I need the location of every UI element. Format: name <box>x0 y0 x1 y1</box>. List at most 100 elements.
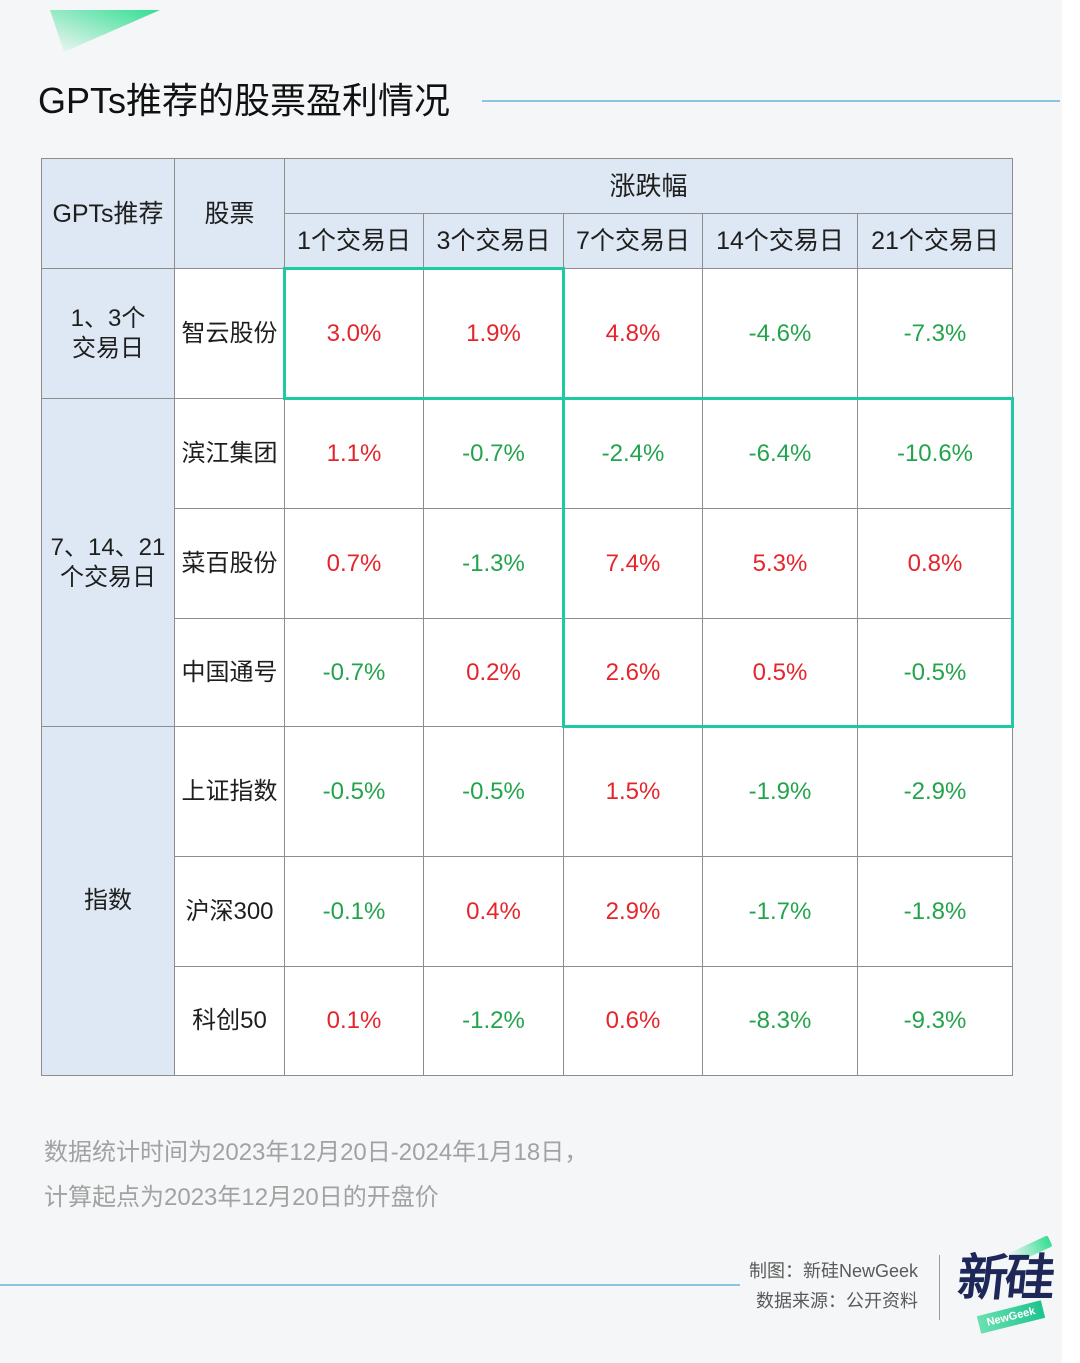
change-value: -7.3% <box>903 319 967 347</box>
stock-name-cell: 科创50 <box>175 967 284 1075</box>
change-value-cell: -2.4% <box>564 399 702 508</box>
change-value: -2.9% <box>903 777 967 805</box>
change-value: 4.8% <box>605 319 661 347</box>
header-stock: 股票 <box>175 159 284 268</box>
group-label-line: 交易日 <box>72 334 144 362</box>
change-value-cell: 0.1% <box>285 967 423 1075</box>
stock-name: 菜百股份 <box>181 549 278 577</box>
change-value: 3.0% <box>326 319 382 347</box>
change-value-cell: -10.6% <box>858 399 1012 508</box>
change-value-cell: 5.3% <box>703 509 857 618</box>
change-value-cell: -9.3% <box>858 967 1012 1075</box>
stock-name-cell: 滨江集团 <box>175 399 284 508</box>
note-line: 数据统计时间为2023年12月20日-2024年1月18日， <box>44 1139 589 1166</box>
change-value-cell: 0.4% <box>424 857 563 966</box>
accent-triangle <box>50 10 160 52</box>
change-value: 0.5% <box>752 658 808 686</box>
group-label-cell: 7、14、21 个交易日 <box>42 399 174 726</box>
header-stock-label: 股票 <box>204 199 255 228</box>
period-label: 3个交易日 <box>436 227 551 255</box>
change-value-cell: -2.9% <box>858 727 1012 856</box>
change-value-cell: 0.5% <box>703 619 857 726</box>
change-value-cell: -7.3% <box>858 269 1012 398</box>
period-label: 14个交易日 <box>716 227 844 255</box>
header-period-21d: 21个交易日 <box>858 214 1012 268</box>
stock-name: 中国通号 <box>181 658 278 686</box>
change-value: 1.9% <box>466 319 521 347</box>
stock-name-cell: 中国通号 <box>175 619 284 726</box>
group-label-line: 指数 <box>84 887 132 914</box>
change-value-cell: 0.6% <box>564 967 702 1075</box>
change-value: 0.6% <box>605 1007 661 1034</box>
change-value: -1.2% <box>462 1007 525 1034</box>
change-value: -0.5% <box>903 658 967 686</box>
logo-wordmark: 新硅 <box>955 1250 1055 1306</box>
header-period-3d: 3个交易日 <box>424 214 563 268</box>
change-value-cell: -0.5% <box>424 727 563 856</box>
change-value: 0.2% <box>466 658 521 686</box>
stock-name-cell: 上证指数 <box>175 727 284 856</box>
change-value: -0.5% <box>322 777 386 805</box>
stock-name: 科创50 <box>192 1007 267 1034</box>
credit-made-by: 制图：新硅NewGeek <box>748 1261 918 1281</box>
change-value: -4.6% <box>748 319 812 347</box>
header-period-1d: 1个交易日 <box>285 214 423 268</box>
change-value-cell: 1.5% <box>564 727 702 856</box>
header-period-14d: 14个交易日 <box>703 214 857 268</box>
change-value-cell: -0.5% <box>285 727 423 856</box>
change-value: -10.6% <box>896 439 974 467</box>
change-value: 0.7% <box>326 549 382 577</box>
title-rule <box>482 100 1060 102</box>
stock-name: 沪深300 <box>185 897 274 925</box>
corner-accent-shape <box>50 10 160 52</box>
change-value: 2.6% <box>605 658 661 686</box>
header-price-change-label: 涨跌幅 <box>609 171 688 201</box>
header-period-7d: 7个交易日 <box>564 214 702 268</box>
group-label-cell: 1、3个 交易日 <box>42 269 174 398</box>
change-value-cell: -0.7% <box>424 399 563 508</box>
change-value: -0.7% <box>322 658 386 686</box>
note-line: 计算起点为2023年12月20日的开盘价 <box>44 1184 439 1211</box>
group-label-cell: 指数 <box>42 727 174 1075</box>
change-value-cell: 4.8% <box>564 269 702 398</box>
period-label: 7个交易日 <box>576 227 690 255</box>
change-value: 0.1% <box>326 1007 382 1034</box>
stock-name: 上证指数 <box>181 777 278 805</box>
change-value: -1.7% <box>748 897 812 925</box>
change-value: -0.5% <box>462 777 525 805</box>
change-value: 0.4% <box>466 897 521 925</box>
change-value: 2.9% <box>605 897 661 925</box>
change-value-cell: -0.5% <box>858 619 1012 726</box>
header-gpts-recommend-label: GPTs推荐 <box>52 199 164 228</box>
change-value: -0.7% <box>462 439 525 467</box>
stock-name-cell: 智云股份 <box>175 269 284 398</box>
change-value: -9.3% <box>903 1007 967 1034</box>
stock-name-cell: 沪深300 <box>175 857 284 966</box>
change-value: 5.3% <box>752 549 808 577</box>
change-value: -2.4% <box>601 439 665 467</box>
change-value-cell: -1.8% <box>858 857 1012 966</box>
credit-divider <box>939 1255 940 1320</box>
change-value: -6.4% <box>748 439 812 467</box>
credits: 制图：新硅NewGeek 数据来源：公开资料 <box>658 1256 918 1316</box>
group-label-line: 个交易日 <box>60 563 156 591</box>
change-value: 0.8% <box>907 549 963 577</box>
stock-name-cell: 菜百股份 <box>175 509 284 618</box>
change-value-cell: -6.4% <box>703 399 857 508</box>
change-value-cell: 1.9% <box>424 269 563 398</box>
change-value: 1.1% <box>326 439 382 467</box>
change-value-cell: 2.9% <box>564 857 702 966</box>
change-value: -1.9% <box>748 777 812 805</box>
bottom-rule <box>0 1284 740 1286</box>
period-label: 21个交易日 <box>871 227 999 255</box>
change-value-cell: -0.1% <box>285 857 423 966</box>
change-value: -8.3% <box>748 1007 812 1034</box>
header-gpts-recommend: GPTs推荐 <box>42 159 174 268</box>
stock-name: 智云股份 <box>181 319 278 347</box>
change-value: -1.3% <box>462 549 525 577</box>
header-price-change: 涨跌幅 <box>285 159 1012 213</box>
change-value-cell: -1.9% <box>703 727 857 856</box>
change-value-cell: -1.3% <box>424 509 563 618</box>
data-notes: 数据统计时间为2023年12月20日-2024年1月18日， 计算起点为2023… <box>44 1130 744 1220</box>
group-label-line: 1、3个 <box>70 304 146 332</box>
